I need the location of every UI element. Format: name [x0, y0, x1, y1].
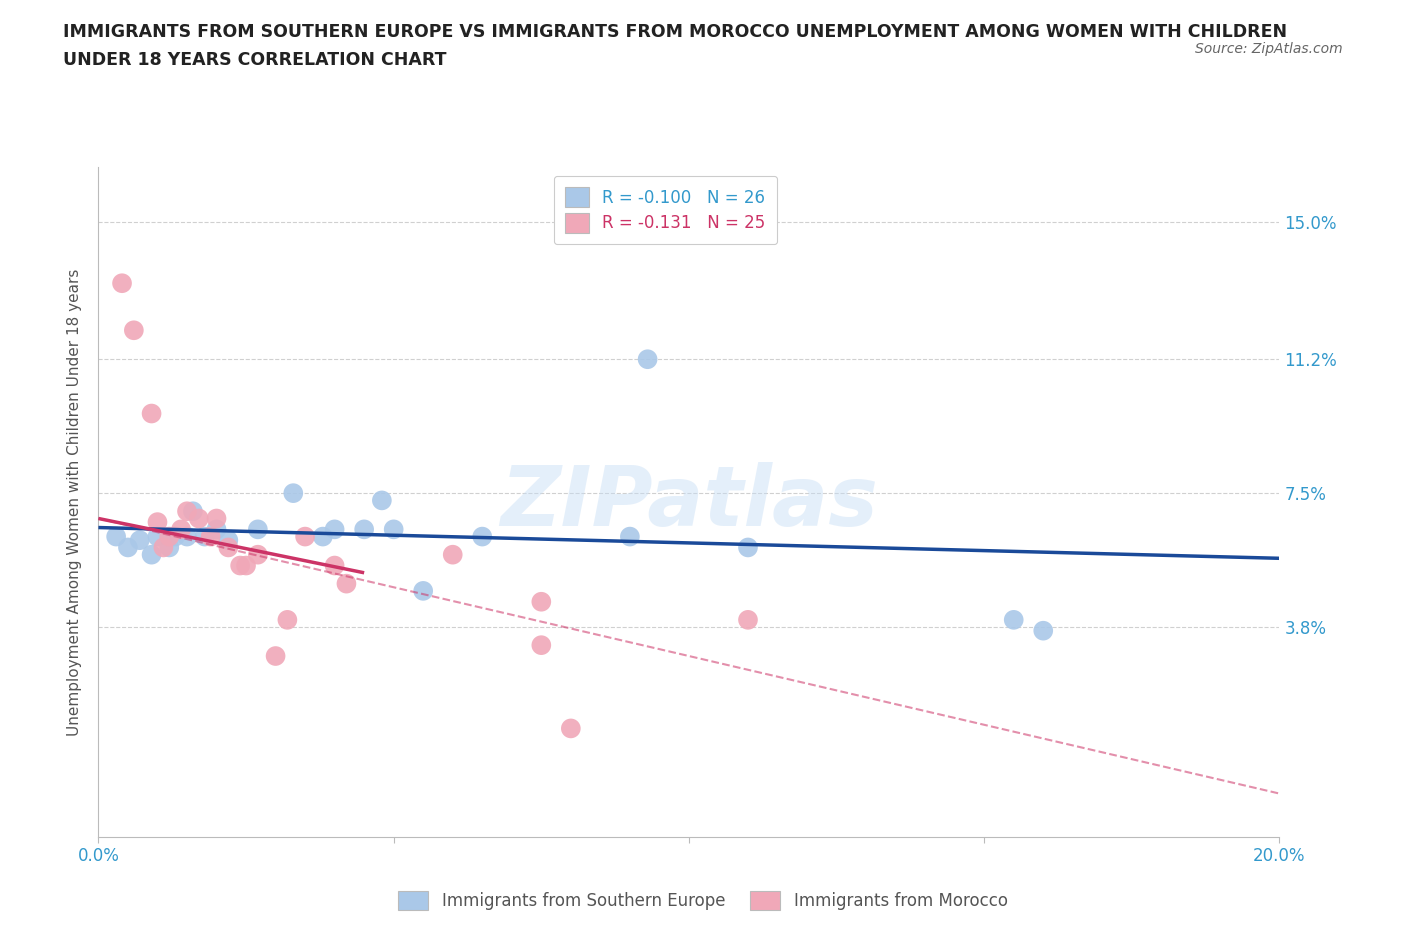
Point [441, 547, 464, 562]
Point [128, 533, 150, 548]
Point [122, 323, 145, 338]
Point [235, 558, 257, 573]
Point [264, 648, 287, 663]
Point [382, 522, 405, 537]
Point [117, 540, 139, 555]
Point [176, 504, 198, 519]
Point [194, 529, 217, 544]
Point [217, 540, 239, 555]
Point [412, 583, 434, 598]
Point [323, 558, 346, 573]
Point [157, 529, 180, 544]
Legend: Immigrants from Southern Europe, Immigrants from Morocco: Immigrants from Southern Europe, Immigra… [392, 884, 1014, 917]
Point [737, 612, 759, 627]
Point [371, 493, 394, 508]
Point [141, 547, 163, 562]
Point [170, 522, 193, 537]
Point [737, 540, 759, 555]
Point [165, 529, 187, 544]
Point [530, 638, 553, 653]
Point [323, 522, 346, 537]
Y-axis label: Unemployment Among Women with Children Under 18 years: Unemployment Among Women with Children U… [67, 269, 83, 736]
Point [312, 529, 335, 544]
Point [353, 522, 375, 537]
Point [229, 558, 252, 573]
Point [141, 406, 163, 421]
Text: Source: ZipAtlas.com: Source: ZipAtlas.com [1195, 42, 1343, 56]
Point [105, 529, 128, 544]
Point [157, 540, 180, 555]
Point [146, 514, 169, 529]
Point [152, 540, 174, 555]
Point [205, 512, 228, 526]
Point [187, 512, 209, 526]
Point [335, 577, 357, 591]
Point [1032, 623, 1054, 638]
Text: UNDER 18 YEARS CORRELATION CHART: UNDER 18 YEARS CORRELATION CHART [63, 51, 447, 69]
Legend: R = -0.100   N = 26, R = -0.131   N = 25: R = -0.100 N = 26, R = -0.131 N = 25 [554, 176, 778, 245]
Point [205, 522, 228, 537]
Point [530, 594, 553, 609]
Text: ZIPatlas: ZIPatlas [501, 461, 877, 543]
Point [176, 529, 198, 544]
Point [111, 276, 134, 291]
Point [181, 504, 204, 519]
Text: IMMIGRANTS FROM SOUTHERN EUROPE VS IMMIGRANTS FROM MOROCCO UNEMPLOYMENT AMONG WO: IMMIGRANTS FROM SOUTHERN EUROPE VS IMMIG… [63, 23, 1288, 41]
Point [276, 612, 298, 627]
Point [200, 529, 222, 544]
Point [637, 352, 659, 366]
Point [217, 533, 239, 548]
Point [471, 529, 494, 544]
Point [246, 522, 269, 537]
Point [560, 721, 582, 736]
Point [246, 547, 269, 562]
Point [1002, 612, 1025, 627]
Point [146, 529, 169, 544]
Point [294, 529, 316, 544]
Point [619, 529, 641, 544]
Point [283, 485, 305, 500]
